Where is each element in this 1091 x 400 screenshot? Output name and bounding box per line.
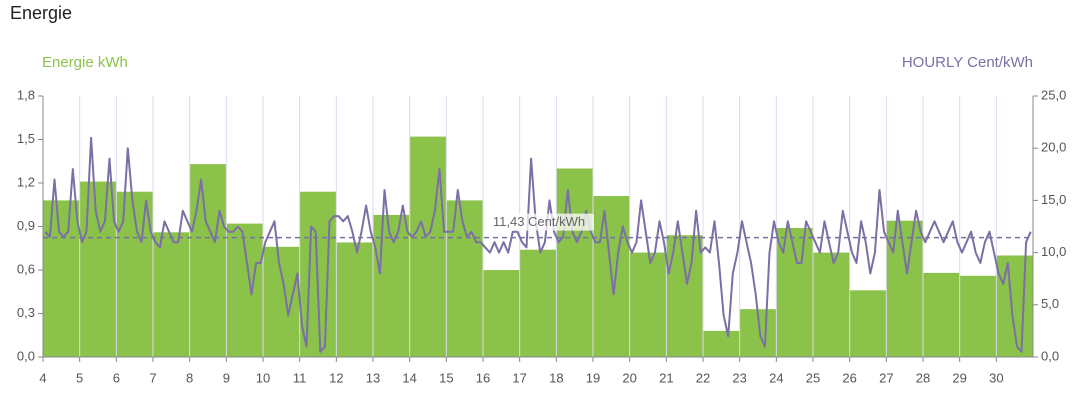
x-tick-label: 27 (879, 370, 893, 385)
chart-title: Energie (10, 3, 72, 23)
bar (996, 255, 1033, 357)
x-tick-label: 17 (512, 370, 526, 385)
x-tick-label: 19 (586, 370, 600, 385)
x-tick-label: 20 (622, 370, 636, 385)
y2-tick-label: 15,0 (1041, 192, 1066, 207)
x-tick-label: 14 (402, 370, 416, 385)
x-tick-label: 7 (149, 370, 156, 385)
x-tick-label: 29 (952, 370, 966, 385)
y-tick-label: 0,9 (17, 218, 35, 233)
bar (519, 249, 557, 357)
x-tick-label: 4 (39, 370, 46, 385)
y-tick-label: 0,3 (17, 305, 35, 320)
x-tick-label: 26 (842, 370, 856, 385)
bar (703, 330, 740, 357)
average-label: 11,43 Cent/kWh (493, 214, 585, 229)
bar (556, 168, 593, 357)
x-tick-label: 25 (806, 370, 820, 385)
average-label-bg (484, 213, 594, 231)
bar (666, 235, 703, 357)
x-tick-label: 11 (293, 370, 307, 385)
x-tick-label: 22 (696, 370, 710, 385)
bar (336, 242, 373, 357)
x-tick-label: 10 (256, 370, 270, 385)
y-axis-label: Energie kWh (42, 54, 128, 71)
bar (813, 252, 850, 357)
bar (923, 272, 960, 357)
y2-axis-label: HOURLY Cent/kWh (902, 54, 1033, 71)
bar (153, 232, 190, 357)
y-tick-label: 1,5 (17, 131, 35, 146)
x-tick-label: 21 (659, 370, 673, 385)
x-tick-label: 6 (113, 370, 120, 385)
x-tick-label: 15 (439, 370, 453, 385)
bar (189, 164, 227, 357)
x-tick-label: 23 (732, 370, 746, 385)
x-tick-label: 30 (989, 370, 1003, 385)
x-tick-label: 16 (476, 370, 490, 385)
y2-tick-label: 10,0 (1041, 244, 1066, 259)
x-tick-label: 13 (366, 370, 380, 385)
y2-tick-label: 25,0 (1041, 87, 1066, 102)
bar (263, 246, 300, 357)
y-tick-label: 0,0 (17, 348, 35, 363)
bar (629, 252, 667, 357)
bar (886, 220, 923, 357)
y2-tick-label: 5,0 (1041, 296, 1059, 311)
y-tick-label: 0,6 (17, 261, 35, 276)
bar (43, 200, 80, 357)
x-tick-label: 8 (186, 370, 193, 385)
bar (849, 290, 887, 357)
bar (446, 200, 483, 357)
x-tick-label: 24 (769, 370, 783, 385)
x-tick-label: 5 (76, 370, 83, 385)
x-tick-label: 12 (329, 370, 343, 385)
x-tick-label: 28 (916, 370, 930, 385)
bar (409, 136, 447, 357)
y2-tick-label: 20,0 (1041, 140, 1066, 155)
y-tick-label: 1,2 (17, 174, 35, 189)
bar (79, 181, 117, 357)
y2-tick-label: 0,0 (1041, 348, 1059, 363)
x-tick-label: 18 (549, 370, 563, 385)
x-tick-label: 9 (223, 370, 230, 385)
bar (483, 270, 520, 357)
bar (959, 275, 997, 357)
y-tick-label: 1,8 (17, 87, 35, 102)
